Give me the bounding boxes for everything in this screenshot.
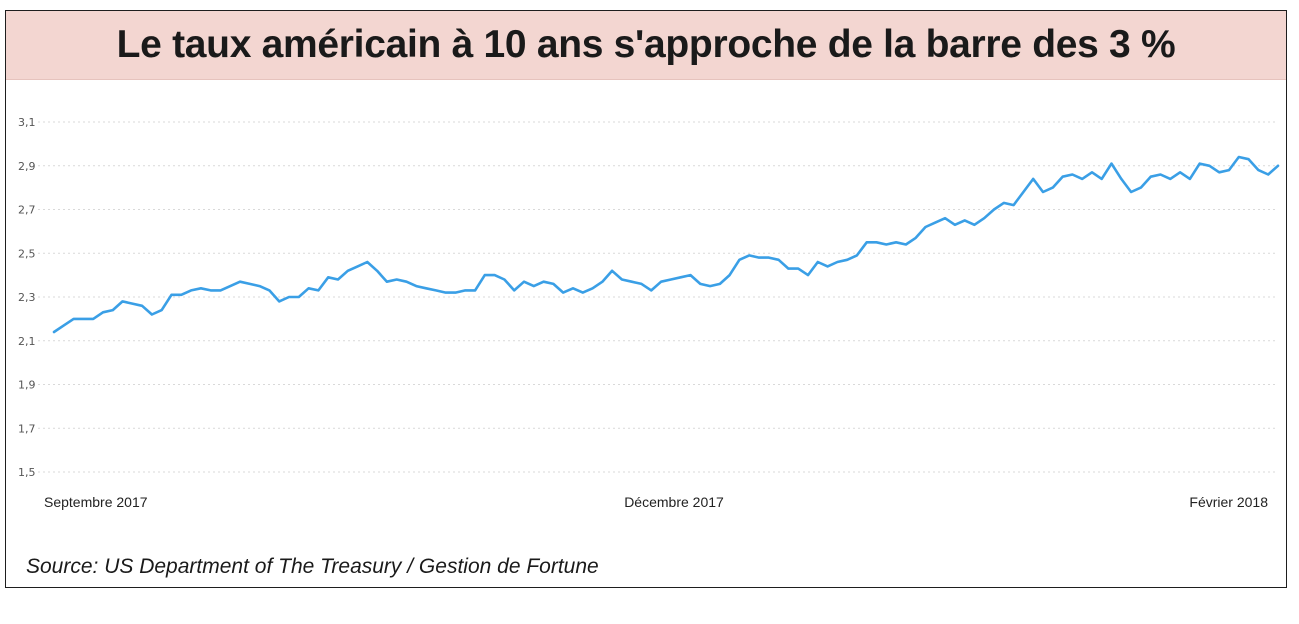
y-tick-label: 1,5 [18,466,36,479]
x-tick-label: Septembre 2017 [44,494,148,510]
y-tick-label: 2,5 [18,247,36,260]
x-tick-label: Décembre 2017 [624,494,724,510]
line-chart: 1,5 1,7 1,9 2,1 2,3 2,5 2,7 2,9 3,1 Septembre 201… [18,116,1280,510]
y-tick-label: 3,1 [18,116,36,129]
chart-title: Le taux américain à 10 ans s'approche de… [116,23,1176,66]
chart-frame: Le taux américain à 10 ans s'approche de… [5,10,1287,588]
series-line [52,155,1280,334]
y-tick-label: 1,7 [18,422,36,435]
y-tick-label: 1,9 [18,379,36,392]
y-tick-label: 2,9 [18,160,36,173]
source-note: Source: US Department of The Treasury / … [26,555,599,578]
y-tick-label: 2,3 [18,291,36,304]
y-tick-label: 2,7 [18,204,36,217]
y-tick-label: 2,1 [18,335,36,348]
title-bar: Le taux américain à 10 ans s'approche de… [6,11,1286,80]
x-tick-label: Février 2018 [1189,494,1268,510]
